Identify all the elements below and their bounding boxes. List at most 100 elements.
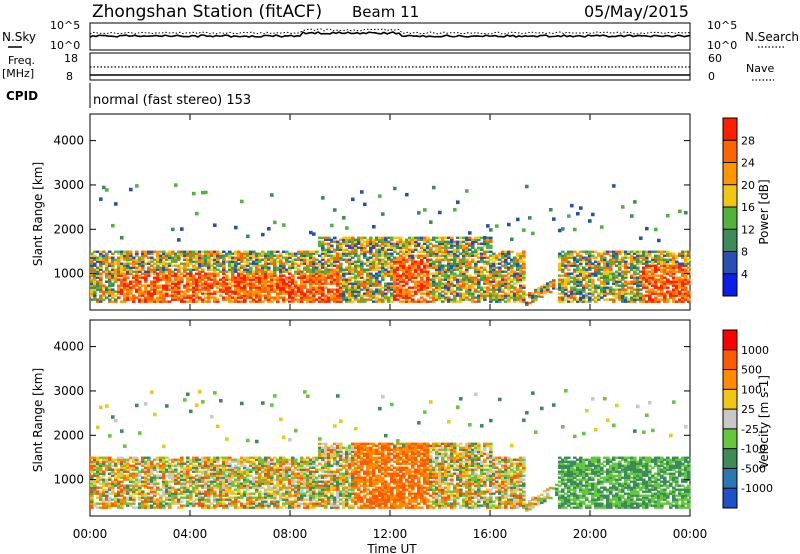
- range-cell: [570, 296, 574, 299]
- range-cell: [363, 294, 367, 297]
- range-cell: [393, 186, 397, 191]
- range-cell: [150, 482, 154, 485]
- range-cell: [435, 294, 439, 297]
- range-cell: [204, 252, 208, 255]
- range-cell: [624, 268, 628, 271]
- range-cell: [183, 258, 187, 261]
- range-cell: [546, 282, 550, 285]
- range-cell: [276, 294, 280, 297]
- range-cell: [411, 300, 415, 303]
- range-cell: [120, 456, 124, 459]
- range-cell: [378, 244, 382, 247]
- range-cell: [165, 488, 169, 491]
- range-cell: [279, 274, 283, 277]
- range-cell: [648, 252, 652, 255]
- range-cell: [309, 274, 313, 277]
- range-cell: [135, 484, 139, 487]
- range-cell: [126, 464, 130, 467]
- range-cell: [273, 268, 277, 271]
- range-cell: [564, 294, 568, 297]
- range-cell: [258, 300, 262, 303]
- range-cell: [516, 290, 520, 293]
- range-cell: [354, 298, 358, 301]
- range-cell: [351, 260, 355, 263]
- range-cell: [360, 190, 364, 194]
- range-cell: [474, 250, 478, 253]
- range-cell: [234, 264, 238, 267]
- range-cell: [306, 296, 310, 299]
- range-cell: [195, 488, 199, 491]
- range-cell: [348, 262, 352, 265]
- range-cell: [240, 272, 244, 275]
- range-cell: [522, 294, 526, 297]
- range-cell: [363, 250, 367, 253]
- range-cell: [216, 464, 220, 467]
- range-cell: [162, 264, 166, 267]
- range-cell: [576, 270, 580, 273]
- range-cell: [360, 238, 364, 242]
- power-ylabel: Slant Range [km]: [31, 162, 45, 266]
- range-cell: [561, 268, 565, 271]
- range-cell: [132, 274, 136, 277]
- range-cell: [165, 274, 169, 277]
- range-cell: [204, 480, 208, 483]
- range-cell: [156, 268, 160, 271]
- range-cell: [375, 258, 379, 261]
- range-cell: [675, 256, 679, 259]
- range-cell: [207, 290, 211, 293]
- range-cell: [171, 227, 175, 232]
- range-cell: [186, 456, 190, 459]
- range-cell: [315, 282, 319, 285]
- range-cell: [327, 290, 331, 293]
- range-cell: [447, 290, 451, 293]
- range-cell: [360, 294, 364, 297]
- range-cell: [225, 276, 229, 279]
- range-cell: [684, 292, 688, 295]
- range-cell: [669, 254, 673, 257]
- range-cell: [594, 250, 598, 253]
- range-cell: [195, 482, 199, 485]
- range-cell: [324, 236, 328, 240]
- range-cell: [543, 284, 547, 287]
- range-cell: [162, 466, 166, 469]
- range-cell: [633, 266, 637, 269]
- range-cell: [438, 260, 442, 263]
- range-cell: [663, 260, 667, 263]
- range-cell: [138, 286, 142, 289]
- range-cell: [285, 262, 289, 265]
- range-cell: [507, 294, 511, 297]
- range-cell: [375, 280, 379, 283]
- range-cell: [471, 280, 475, 283]
- range-cell: [492, 288, 496, 291]
- range-cell: [660, 294, 664, 297]
- range-cell: [465, 274, 469, 277]
- range-cell: [411, 242, 415, 245]
- range-cell: [441, 294, 445, 297]
- range-cell: [216, 500, 220, 503]
- range-cell: [579, 288, 583, 291]
- range-cell: [171, 280, 175, 283]
- range-cell: [582, 286, 586, 289]
- range-cell: [204, 504, 208, 507]
- range-cell: [96, 492, 100, 495]
- range-cell: [603, 262, 607, 265]
- range-cell: [474, 272, 478, 275]
- range-cell: [219, 262, 223, 265]
- range-cell: [618, 250, 622, 253]
- range-cell: [237, 296, 241, 299]
- range-cell: [207, 274, 211, 277]
- range-cell: [147, 496, 151, 499]
- range-cell: [183, 462, 187, 465]
- range-cell: [312, 250, 316, 253]
- range-cell: [204, 466, 208, 469]
- range-cell: [96, 464, 100, 467]
- range-cell: [174, 284, 178, 287]
- range-cell: [177, 288, 181, 291]
- range-cell: [210, 468, 214, 471]
- range-cell: [189, 258, 193, 261]
- range-cell: [93, 490, 97, 493]
- range-cell: [456, 268, 460, 271]
- range-cell: [480, 272, 484, 275]
- range-cell: [489, 282, 493, 285]
- range-cell: [192, 464, 196, 467]
